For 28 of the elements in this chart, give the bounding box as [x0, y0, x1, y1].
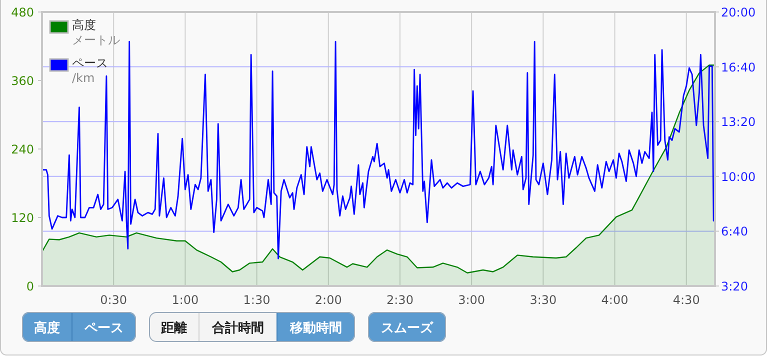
y2-tick-label: 16:40 [721, 60, 756, 74]
y-tick-label: 480 [11, 6, 34, 20]
x-tick-label: 1:30 [243, 293, 270, 307]
x-tick-label: 0:30 [100, 293, 128, 307]
y2-tick-label: 10:00 [721, 170, 756, 184]
y-tick-label: 360 [11, 74, 34, 88]
y-tick-label: 0 [26, 280, 34, 294]
text: 合計時間 [211, 320, 264, 336]
x-tick-label: 2:00 [314, 293, 342, 307]
x-tick-label: 4:30 [672, 293, 700, 307]
text: ペース [84, 321, 124, 336]
y2-tick-label: 13:20 [721, 115, 756, 130]
x-tick-label: 3:30 [530, 293, 557, 307]
x-tick-label: 3:00 [458, 293, 486, 307]
x-tick-label: 2:30 [386, 293, 414, 307]
legend-label: ペース /km [72, 56, 108, 85]
text: 高度 [34, 320, 60, 336]
y-tick-label: 240 [11, 142, 34, 156]
x-tick-label: 4:00 [601, 293, 628, 307]
x-tick-label: 1:00 [172, 293, 199, 307]
y2-tick-label: 6:40 [721, 224, 748, 239]
text: スムーズ [381, 321, 434, 336]
y-tick-label: 120 [11, 211, 34, 225]
legend-label: 高度メートル [72, 18, 120, 47]
text: 距離 [160, 321, 187, 336]
text: 移動時間 [289, 321, 342, 336]
y2-tick-label: 20:00 [721, 6, 756, 20]
y2-tick-label: 3:20 [721, 280, 748, 294]
